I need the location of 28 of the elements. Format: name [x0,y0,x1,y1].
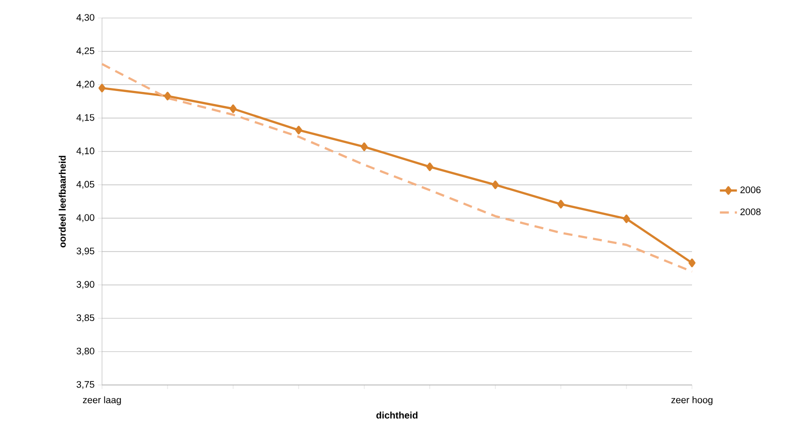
y-tick-label: 4,10 [76,148,94,156]
legend-label: 2008 [740,208,761,216]
y-tick-label: 4,20 [76,80,94,89]
point [164,92,172,100]
point [688,258,696,268]
y-tick-label: 4,25 [76,47,94,56]
y-tick-label: 3,85 [76,314,94,322]
point [557,200,564,208]
point [230,104,237,114]
y-tick-label: 3,80 [76,348,94,356]
y-tick-label: 3,95 [76,248,94,256]
y-tick-label: 3,90 [76,280,94,289]
point [426,162,434,172]
point [295,126,302,134]
point [622,214,630,224]
x-axis-title: dichtheid [376,412,418,419]
point [360,142,368,152]
y-tick-label: 4,15 [76,114,94,122]
x-tick-label: zeer hoog [671,396,712,406]
y-tick-label: 4,05 [76,180,94,189]
y-axis-title: oordeel leefbaarheid [58,156,66,248]
x-tick-label: zeer laag [82,396,121,406]
point [492,180,499,190]
y-tick-label: 3,75 [76,381,94,389]
y-tick-label: 4,30 [76,14,94,22]
y-tick-label: 4,00 [76,214,94,222]
point [98,84,106,92]
legend-label: 2006 [740,186,761,194]
